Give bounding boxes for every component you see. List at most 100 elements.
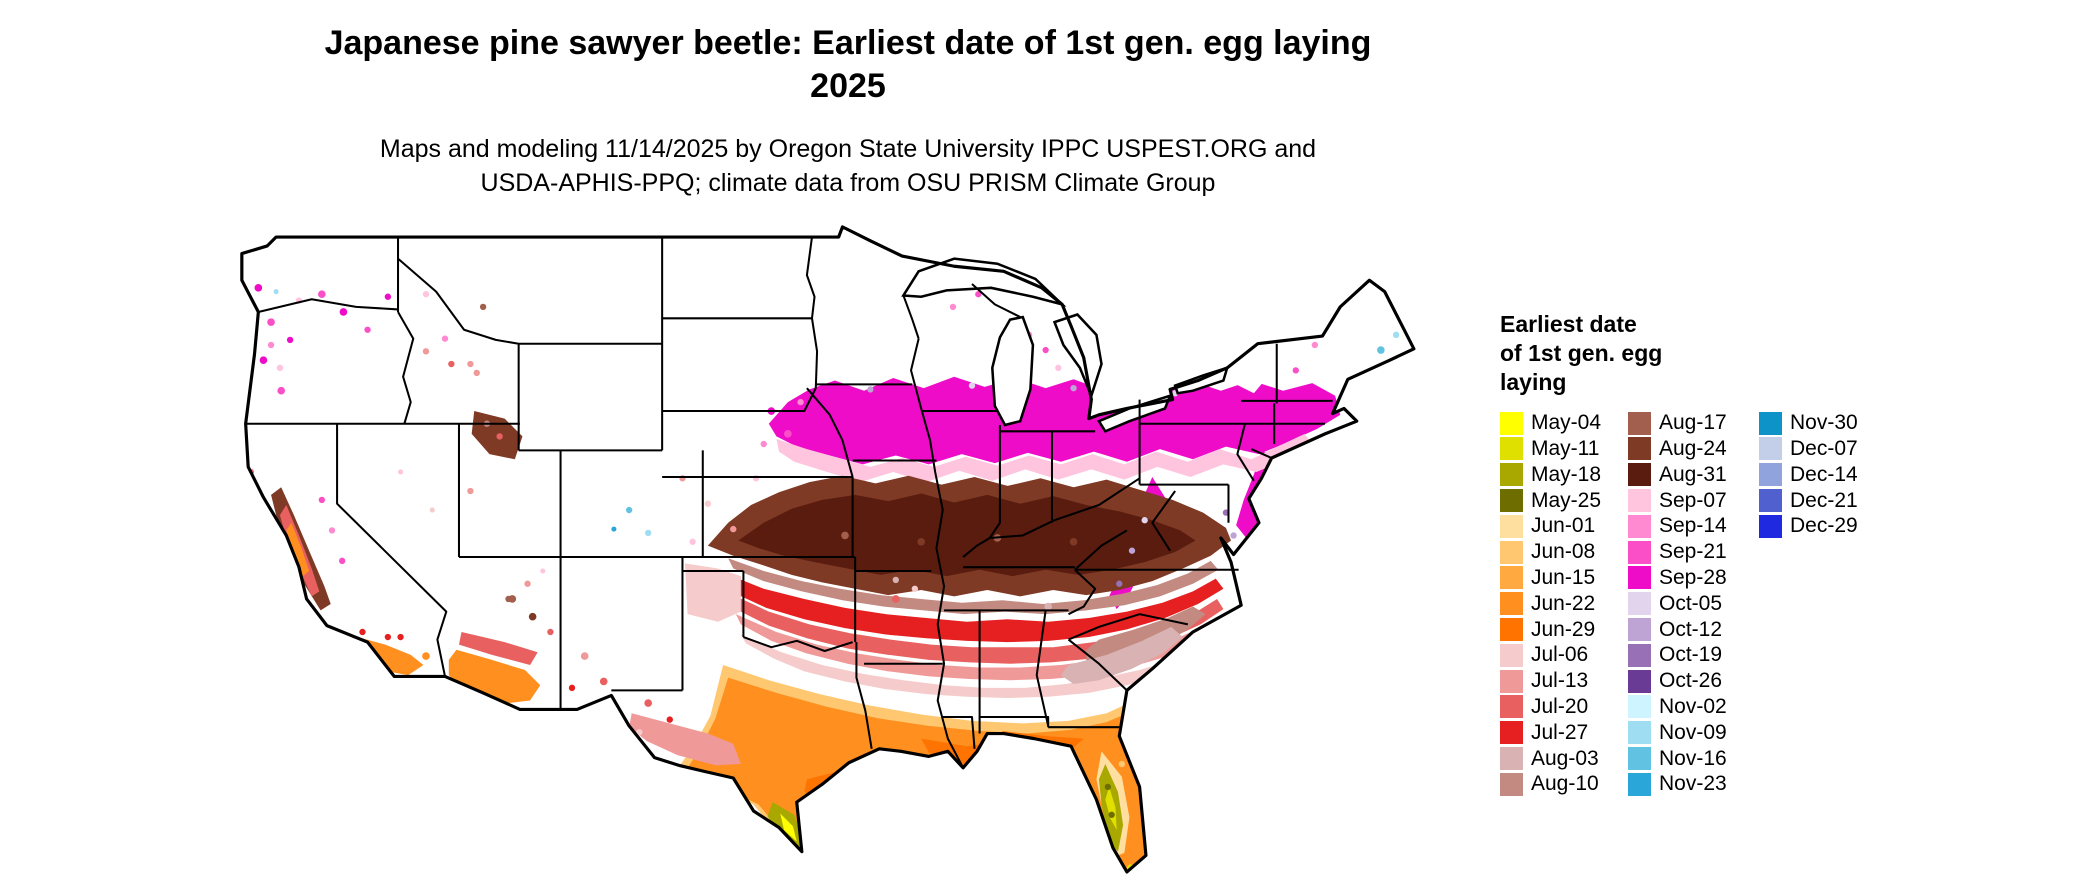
page-title-year: 2025	[810, 66, 886, 105]
legend-label: Dec-21	[1790, 488, 1858, 512]
legend-swatch	[1500, 772, 1523, 796]
legend-label: Jun-15	[1531, 565, 1596, 589]
legend-label: Oct-05	[1659, 591, 1723, 615]
legend-label: May-11	[1531, 436, 1600, 460]
legend-row: Jun-29	[1500, 617, 1628, 643]
legend-label: Sep-14	[1659, 514, 1727, 538]
legend-row: Nov-30	[1759, 410, 1858, 436]
legend-swatch	[1500, 540, 1523, 564]
legend-swatch	[1628, 489, 1651, 513]
legend-label: May-04	[1531, 411, 1602, 435]
legend-label: Dec-14	[1790, 462, 1858, 486]
legend-label: Oct-26	[1659, 669, 1723, 693]
lake-huron	[1052, 313, 1103, 400]
legend-row: Nov-23	[1628, 771, 1759, 797]
legend-row: Jun-01	[1500, 513, 1628, 539]
legend-swatch	[1500, 695, 1523, 719]
legend-label: Aug-31	[1659, 462, 1727, 486]
legend-label: Jun-01	[1531, 514, 1596, 538]
legend-label: Jun-29	[1531, 617, 1596, 641]
subtitle: Maps and modeling 11/14/2025 by Oregon S…	[98, 133, 1598, 201]
legend-swatch	[1628, 566, 1651, 590]
legend-swatch	[1500, 566, 1523, 590]
legend-row: Jul-13	[1500, 668, 1628, 694]
legend-row: Dec-21	[1759, 488, 1858, 514]
legend-row: Jul-27	[1500, 720, 1628, 746]
subtitle-line1: Maps and modeling 11/14/2025 by Oregon S…	[379, 135, 1317, 163]
legend-label: Dec-29	[1790, 514, 1858, 538]
legend-label: Nov-23	[1659, 772, 1727, 796]
legend-swatch	[1500, 618, 1523, 642]
legend-label: Oct-12	[1659, 617, 1723, 641]
legend-swatch	[1628, 772, 1651, 796]
legend-swatch	[1628, 592, 1651, 616]
legend-column: Aug-17 Aug-24 Aug-31 Sep-07 Sep-14 Sep-21 Sep-…	[1628, 410, 1759, 797]
legend-label: Jun-22	[1531, 591, 1596, 615]
legend-row: Oct-12	[1628, 617, 1759, 643]
legend-swatch	[1628, 721, 1651, 745]
legend-label: Jul-27	[1531, 720, 1589, 744]
legend-label: Nov-16	[1659, 746, 1727, 770]
legend-swatch	[1500, 411, 1523, 435]
legend-swatch	[1628, 747, 1651, 770]
legend-swatch	[1500, 489, 1523, 513]
subtitle-line2: USDA-APHIS-PPQ; climate data from OSU PR…	[480, 168, 1216, 197]
legend-label: Aug-17	[1659, 411, 1727, 435]
legend-row: Oct-26	[1628, 668, 1759, 694]
legend-swatch	[1500, 514, 1523, 538]
legend-swatch	[1759, 437, 1782, 461]
legend-label: Nov-02	[1659, 694, 1727, 718]
legend-row: Nov-16	[1628, 746, 1759, 772]
legend-column: Nov-30 Dec-07 Dec-14 Dec-21 Dec-29	[1759, 410, 1858, 539]
legend-row: Sep-21	[1628, 539, 1759, 565]
legend-swatch	[1628, 514, 1651, 538]
legend-label: Aug-10	[1531, 772, 1599, 796]
legend-row: Nov-02	[1628, 694, 1759, 720]
legend-row: Aug-24	[1628, 436, 1759, 462]
legend-row: Jun-08	[1500, 539, 1628, 565]
legend-row: Sep-14	[1628, 513, 1759, 539]
legend-row: Aug-17	[1628, 410, 1759, 436]
legend-label: Jul-06	[1531, 643, 1589, 667]
legend-label: Jul-13	[1531, 669, 1589, 693]
legend-swatch	[1500, 592, 1523, 616]
legend-label: Sep-21	[1659, 540, 1727, 564]
legend-title: Earliest date of 1st gen. egg laying	[1500, 311, 1663, 395]
legend-swatch	[1500, 643, 1523, 667]
legend-row: Aug-10	[1500, 771, 1628, 797]
page-title: Japanese pine sawyer beetle: Earliest da…	[324, 24, 1372, 62]
legend-row: Oct-05	[1628, 591, 1759, 617]
legend-label: Aug-03	[1531, 746, 1599, 770]
legend-label: May-18	[1531, 462, 1602, 486]
legend-swatch	[1500, 463, 1523, 487]
legend-label: Oct-19	[1659, 643, 1723, 667]
legend-swatch	[1628, 540, 1651, 564]
legend-swatch	[1759, 514, 1782, 538]
legend-row: Oct-19	[1628, 642, 1759, 668]
legend-swatch	[1628, 463, 1651, 487]
map-regions	[241, 226, 1414, 872]
legend-label: Nov-09	[1659, 720, 1727, 744]
legend-swatch	[1628, 643, 1651, 667]
legend-swatch	[1628, 437, 1651, 461]
legend-label: Jun-08	[1531, 540, 1596, 564]
legend-row: Sep-28	[1628, 565, 1759, 591]
legend-row: Dec-14	[1759, 462, 1858, 488]
legend-row: Aug-03	[1500, 746, 1628, 772]
legend-swatch	[1759, 463, 1782, 487]
legend-label: May-25	[1531, 488, 1602, 512]
legend-row: Jul-06	[1500, 642, 1628, 668]
legend-swatch	[1759, 411, 1782, 435]
legend-row: May-18	[1500, 462, 1628, 488]
legend-swatch	[1628, 669, 1651, 693]
legend-row: Jun-22	[1500, 591, 1628, 617]
legend-label: Sep-28	[1659, 565, 1727, 589]
legend-label: Aug-24	[1659, 436, 1727, 460]
legend-row: Aug-31	[1628, 462, 1759, 488]
legend-row: May-04	[1500, 410, 1628, 436]
legend-row: May-25	[1500, 488, 1628, 514]
legend-row: Jun-15	[1500, 565, 1628, 591]
legend-swatch	[1500, 437, 1523, 461]
legend-row: Sep-07	[1628, 488, 1759, 514]
legend-swatch	[1628, 618, 1651, 642]
